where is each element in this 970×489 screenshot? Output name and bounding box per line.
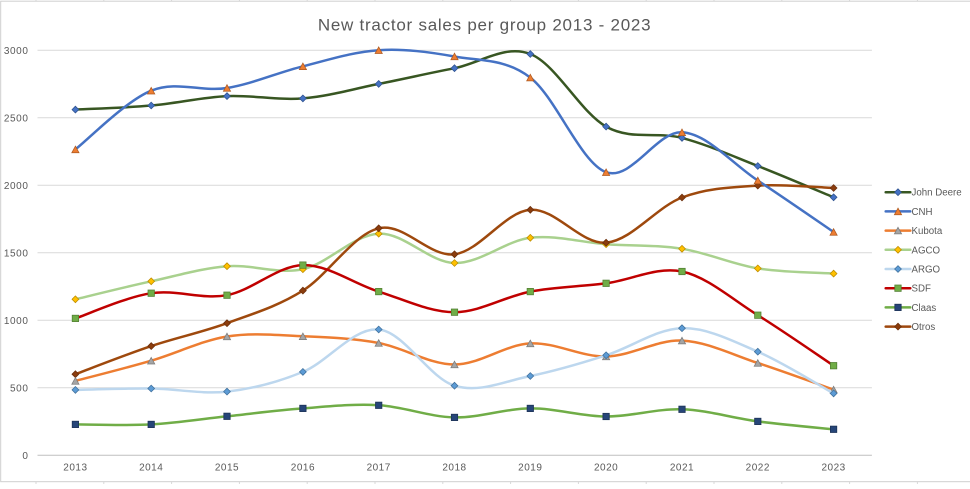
svg-text:0: 0 xyxy=(22,451,28,462)
svg-text:CNH: CNH xyxy=(912,207,933,218)
svg-text:2023: 2023 xyxy=(821,463,845,474)
svg-text:2018: 2018 xyxy=(442,463,466,474)
svg-text:Otros: Otros xyxy=(912,322,936,333)
svg-text:2017: 2017 xyxy=(367,463,391,474)
svg-text:500: 500 xyxy=(10,383,29,394)
svg-text:2020: 2020 xyxy=(594,463,618,474)
svg-text:SDF: SDF xyxy=(912,284,931,295)
svg-text:Claas: Claas xyxy=(912,303,937,314)
svg-text:1500: 1500 xyxy=(4,248,29,259)
svg-text:John Deere: John Deere xyxy=(912,188,962,199)
svg-text:2013: 2013 xyxy=(63,463,87,474)
svg-text:Kubota: Kubota xyxy=(912,226,943,237)
svg-text:3000: 3000 xyxy=(4,46,29,57)
svg-text:2500: 2500 xyxy=(4,113,29,124)
svg-text:2000: 2000 xyxy=(4,181,29,192)
svg-text:2015: 2015 xyxy=(215,463,239,474)
svg-text:2022: 2022 xyxy=(746,463,770,474)
svg-text:New tractor sales per group 20: New tractor sales per group 2013 - 2023 xyxy=(318,15,652,34)
svg-text:AGCO: AGCO xyxy=(912,245,941,256)
svg-text:ARGO: ARGO xyxy=(912,265,941,276)
svg-text:2019: 2019 xyxy=(518,463,542,474)
svg-text:2016: 2016 xyxy=(291,463,315,474)
svg-text:2021: 2021 xyxy=(670,463,694,474)
svg-text:2014: 2014 xyxy=(139,463,163,474)
svg-text:1000: 1000 xyxy=(4,316,29,327)
